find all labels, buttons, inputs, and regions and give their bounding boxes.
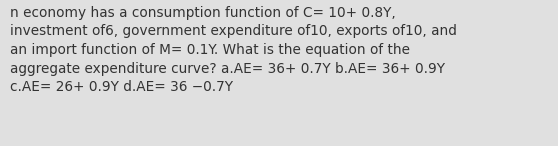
Text: n economy has a consumption function of C= 10+ 0.8Y,
investment of6, government : n economy has a consumption function of …	[10, 6, 457, 94]
